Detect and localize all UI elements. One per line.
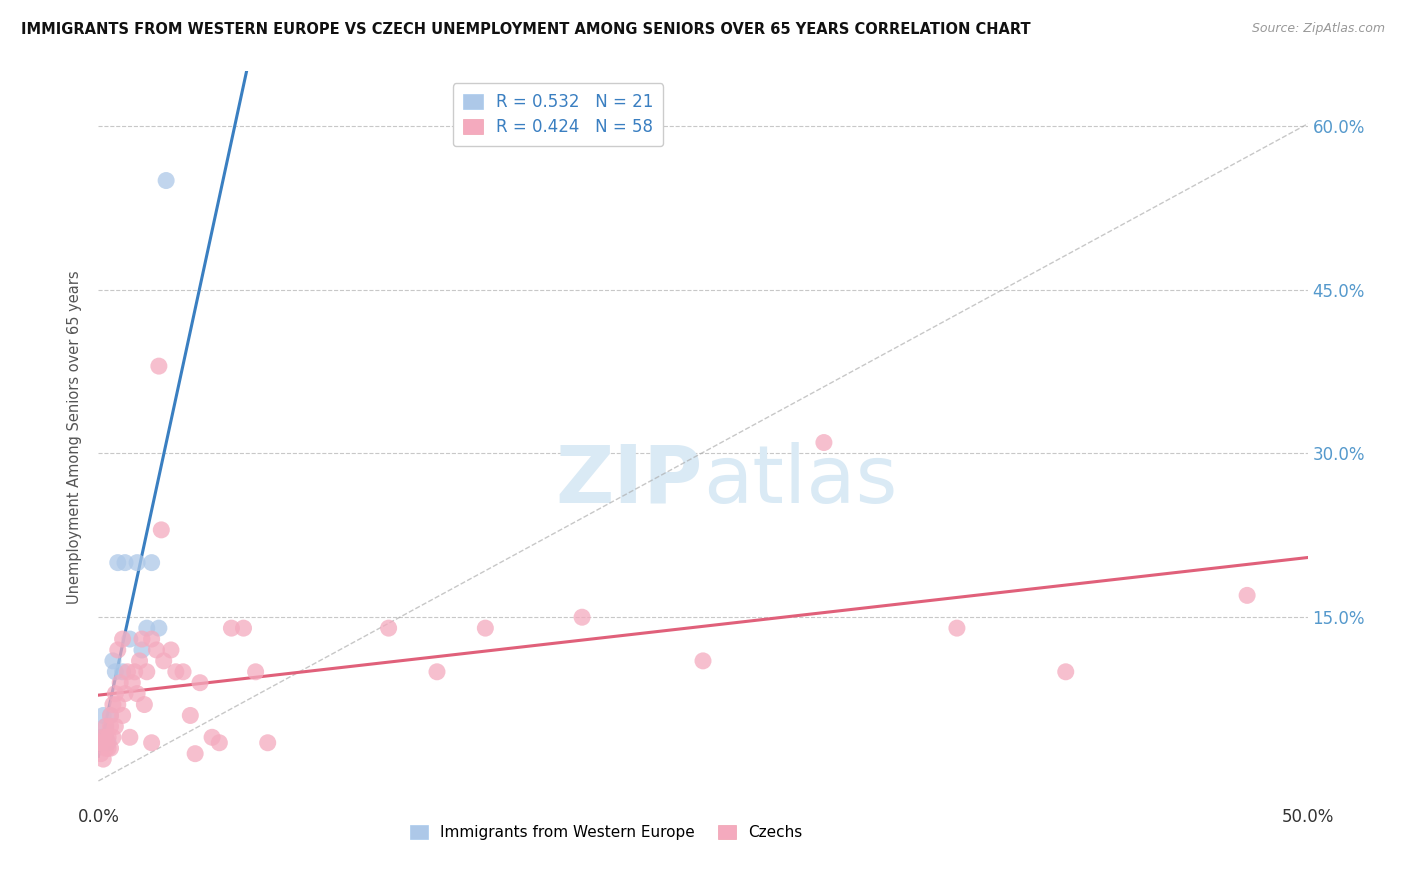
Point xyxy=(124,665,146,679)
Point xyxy=(90,731,112,745)
Point xyxy=(107,643,129,657)
Point xyxy=(131,632,153,646)
Point xyxy=(474,621,496,635)
Point xyxy=(107,698,129,712)
Point xyxy=(94,719,117,733)
Point xyxy=(128,654,150,668)
Point xyxy=(165,665,187,679)
Point xyxy=(221,621,243,635)
Point xyxy=(101,698,124,712)
Point xyxy=(232,621,254,635)
Point xyxy=(101,731,124,745)
Point xyxy=(114,556,136,570)
Point xyxy=(256,736,278,750)
Point xyxy=(100,741,122,756)
Point xyxy=(117,665,139,679)
Point xyxy=(91,736,114,750)
Point xyxy=(377,621,399,635)
Y-axis label: Unemployment Among Seniors over 65 years: Unemployment Among Seniors over 65 years xyxy=(67,270,83,604)
Point xyxy=(94,731,117,745)
Point xyxy=(188,675,211,690)
Point xyxy=(111,665,134,679)
Point xyxy=(127,687,149,701)
Point xyxy=(121,675,143,690)
Point xyxy=(692,654,714,668)
Point xyxy=(160,643,183,657)
Point xyxy=(91,708,114,723)
Text: atlas: atlas xyxy=(703,442,897,520)
Point xyxy=(104,665,127,679)
Point xyxy=(91,752,114,766)
Point xyxy=(108,675,131,690)
Point xyxy=(155,173,177,187)
Point xyxy=(104,719,127,733)
Point xyxy=(97,736,120,750)
Point xyxy=(114,687,136,701)
Point xyxy=(91,731,114,745)
Point xyxy=(172,665,194,679)
Legend: Immigrants from Western Europe, Czechs: Immigrants from Western Europe, Czechs xyxy=(404,819,808,847)
Point xyxy=(148,621,170,635)
Point xyxy=(150,523,173,537)
Point xyxy=(208,736,231,750)
Point xyxy=(97,741,120,756)
Point xyxy=(100,708,122,723)
Point xyxy=(179,708,201,723)
Point xyxy=(946,621,969,635)
Point xyxy=(141,736,163,750)
Point xyxy=(90,747,112,761)
Point xyxy=(141,556,163,570)
Point xyxy=(127,556,149,570)
Point xyxy=(118,632,141,646)
Point xyxy=(94,719,117,733)
Text: Source: ZipAtlas.com: Source: ZipAtlas.com xyxy=(1251,22,1385,36)
Point xyxy=(131,643,153,657)
Point xyxy=(571,610,593,624)
Point xyxy=(134,698,156,712)
Point xyxy=(118,731,141,745)
Point xyxy=(89,736,111,750)
Point xyxy=(100,719,122,733)
Point xyxy=(148,359,170,373)
Point xyxy=(100,708,122,723)
Point xyxy=(145,643,167,657)
Point xyxy=(184,747,207,761)
Point xyxy=(426,665,449,679)
Text: IMMIGRANTS FROM WESTERN EUROPE VS CZECH UNEMPLOYMENT AMONG SENIORS OVER 65 YEARS: IMMIGRANTS FROM WESTERN EUROPE VS CZECH … xyxy=(21,22,1031,37)
Point xyxy=(94,741,117,756)
Point xyxy=(90,736,112,750)
Point xyxy=(245,665,267,679)
Point xyxy=(104,687,127,701)
Point xyxy=(152,654,174,668)
Point xyxy=(201,731,224,745)
Point xyxy=(97,731,120,745)
Point xyxy=(107,556,129,570)
Point xyxy=(141,632,163,646)
Point xyxy=(111,708,134,723)
Point xyxy=(101,654,124,668)
Point xyxy=(1054,665,1077,679)
Point xyxy=(1236,588,1258,602)
Point xyxy=(135,665,157,679)
Point xyxy=(135,621,157,635)
Text: ZIP: ZIP xyxy=(555,442,703,520)
Point xyxy=(813,435,835,450)
Point xyxy=(91,731,114,745)
Point xyxy=(94,731,117,745)
Point xyxy=(111,632,134,646)
